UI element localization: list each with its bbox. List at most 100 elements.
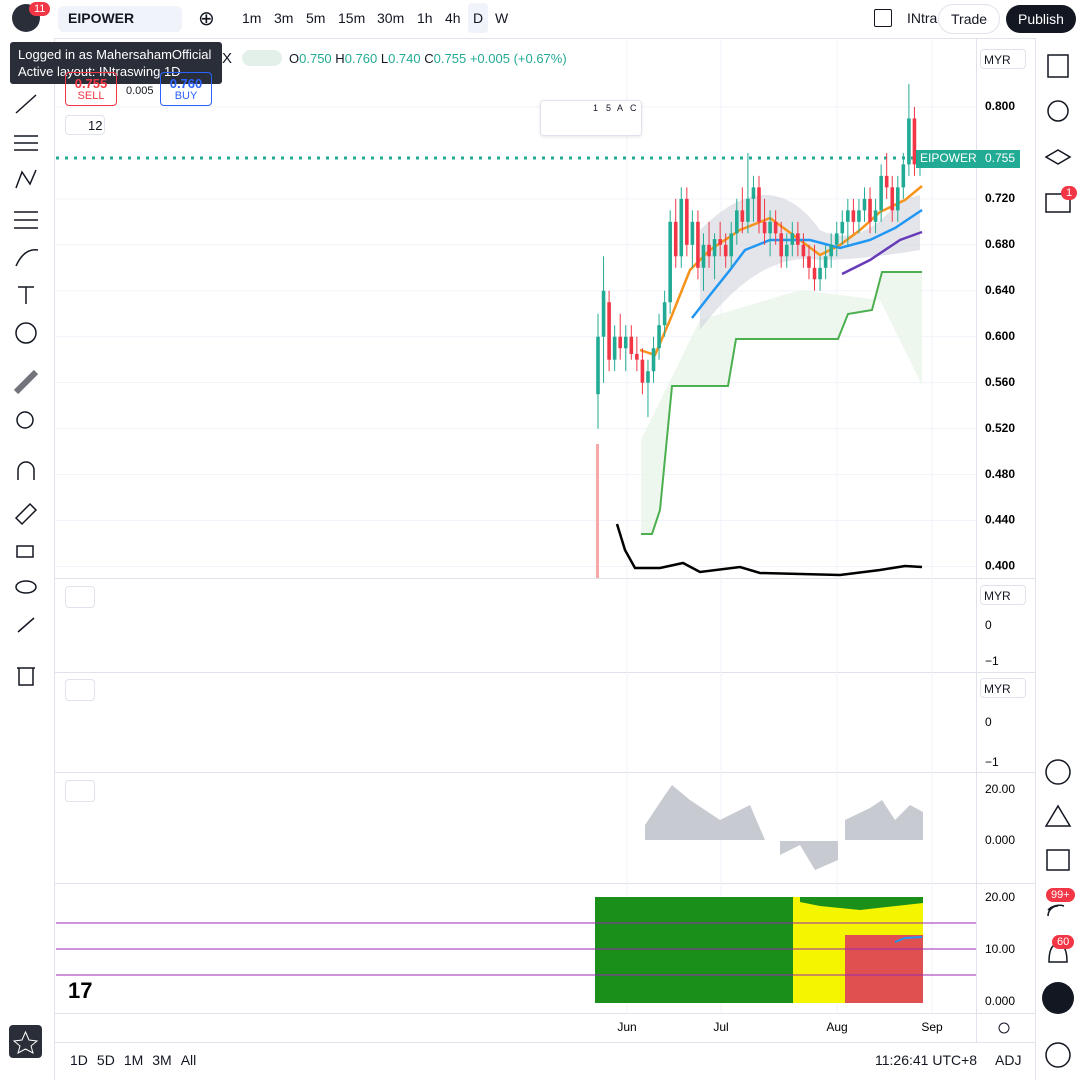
currency-select[interactable]: MYR [980,678,1026,698]
sell-label: SELL [77,90,105,102]
buy-button[interactable]: 0.760 BUY [160,72,212,106]
pane-tick: −1 [985,755,999,769]
publish-button[interactable]: Publish [1006,5,1076,33]
edit-lock-tool[interactable] [14,502,38,526]
l-value: 0.740 [388,51,421,66]
layout-icon[interactable] [874,9,892,27]
y-tick-label: 0.600 [985,329,1015,343]
stream-icon[interactable] [1047,904,1065,917]
candle-body [596,336,600,395]
interval[interactable]: 30m [377,10,405,26]
trade-button[interactable]: Trade [938,4,1001,34]
candle-body [857,210,861,222]
delete-tool[interactable] [17,667,35,686]
symbol[interactable]: EIPOWER [68,10,135,26]
right-toolbar [1044,54,1072,1068]
chat-icon[interactable] [1045,193,1071,213]
ruler-tool[interactable] [13,369,39,395]
visibility-tool[interactable] [15,580,37,594]
pane-toggle[interactable] [65,586,95,608]
forecast-tool[interactable] [14,211,38,229]
candle-body [696,221,700,268]
candle-body [796,233,800,245]
interval[interactable]: 1m [242,10,262,26]
currency-select[interactable]: MYR [980,49,1026,69]
layout-name[interactable]: INtra [907,10,938,26]
pane-tick: 20.00 [985,782,1015,796]
ohlc-legend: O0.750 H0.760 L0.740 C0.755 +0.005 (+0.6… [289,51,567,66]
range-button[interactable]: 1D [70,1052,88,1068]
alerts-icon[interactable] [1047,100,1069,122]
interval[interactable]: 4h [445,10,461,26]
text-tool[interactable] [18,286,34,304]
range-bar: 1D 5D 1M 3M All [70,1052,196,1068]
pane-tick: 0 [985,618,992,632]
sentiment-pane [56,897,976,1003]
zoom-tool[interactable] [16,411,34,429]
interval[interactable]: W [495,10,509,26]
y-tick-label: 0.400 [985,559,1015,573]
candle-body [629,336,634,354]
candle-body [873,210,878,222]
range-button[interactable]: All [180,1052,197,1068]
pane-toggle[interactable] [65,780,95,802]
candle-body [840,221,845,234]
drawing-widget[interactable]: 1 5 A C [540,100,642,136]
status-pill[interactable] [242,50,282,66]
apps-button[interactable] [1042,982,1074,1014]
interval[interactable]: 3m [274,10,294,26]
favorites-button[interactable] [9,1025,42,1058]
widget-label: 5 [606,103,612,113]
candle-body [734,210,739,234]
candle-body [646,371,650,383]
settings-icon[interactable] [998,1022,1010,1034]
brush-tool[interactable] [15,249,39,267]
trendline-tool[interactable] [15,94,37,114]
candle-body [890,187,895,211]
candle-body [879,175,883,211]
watchlist-icon[interactable] [1047,54,1069,78]
fib-tool[interactable] [14,135,38,151]
candle-body [846,210,850,222]
o-value: 0.750 [299,51,332,66]
interval[interactable]: 5m [306,10,326,26]
currency-select[interactable]: MYR [980,585,1026,605]
candle-body [823,256,828,268]
candle-body [784,244,789,257]
c-value: 0.755 [433,51,467,66]
range-button[interactable]: 3M [152,1052,172,1068]
layers-icon[interactable] [1044,149,1072,165]
interval[interactable]: 15m [338,10,366,26]
l-label: L [380,51,389,66]
candle-body [812,267,817,280]
candle-body [907,118,911,165]
link-tool[interactable] [17,617,35,633]
tooltip-line: Active layout: INtraswing 1D [18,64,181,79]
symbol-search[interactable] [58,6,182,32]
emoji-tool[interactable] [15,322,37,344]
candle-body [912,118,917,165]
dashboard-icon[interactable] [1045,759,1071,785]
range-button[interactable]: 5D [96,1052,115,1068]
notifications-badge: 60 [1052,935,1075,949]
magnet-tool[interactable] [17,461,35,480]
sell-button[interactable]: 0.755 SELL [65,72,117,106]
lock-tool[interactable] [16,545,34,558]
range-button[interactable]: 1M [123,1052,144,1068]
compare-button[interactable]: ⊕ [198,8,215,30]
candle-body [679,198,684,257]
pane-toggle[interactable] [65,679,95,701]
tv-logo: 17 [68,978,92,1003]
clock[interactable]: 11:26:41 UTC+8 [875,1052,978,1068]
time-label: Sep [921,1020,943,1034]
interval[interactable]: 1h [417,10,433,26]
adj-button[interactable]: ADJ [995,1052,1022,1068]
y-tick-label: 0.560 [985,375,1015,389]
candle-body [607,302,611,360]
indicator-toggle[interactable]: 12 [65,115,105,135]
ideas-icon[interactable] [1044,804,1072,827]
pattern-tool[interactable] [15,169,37,189]
interval-active[interactable]: D [468,3,489,33]
help-icon[interactable] [1045,1042,1071,1068]
calendar-icon[interactable] [1046,849,1070,871]
